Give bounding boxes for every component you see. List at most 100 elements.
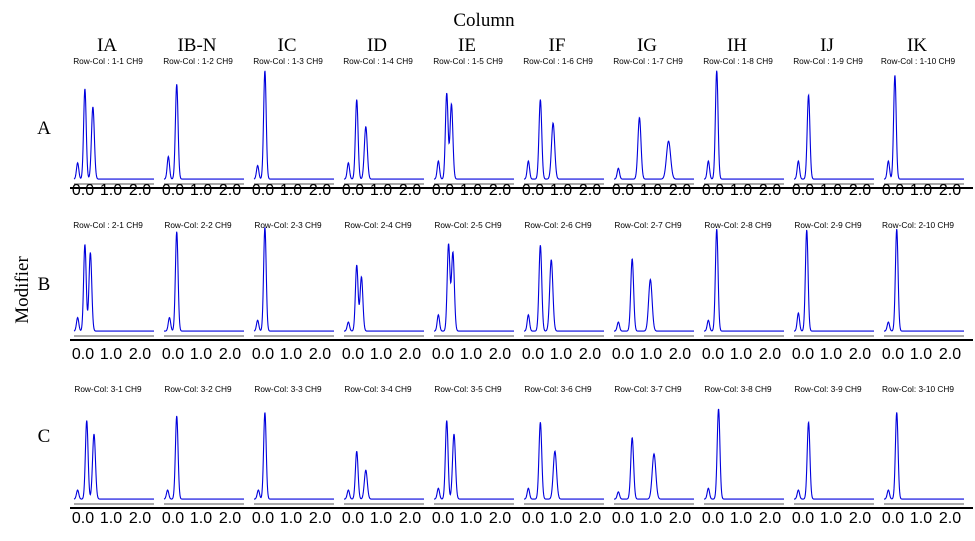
chromatogram-trace xyxy=(883,412,964,500)
column-header-id: ID xyxy=(367,35,387,56)
x-tick-label: 0.0 xyxy=(522,346,544,363)
x-tick-label: 2.0 xyxy=(309,510,331,527)
chromatogram-trace xyxy=(703,408,784,500)
chromatogram-trace xyxy=(883,228,964,332)
x-tick-label: 2.0 xyxy=(669,510,691,527)
chromatogram-panel: Row-Col: 3-7 CH9 0.0 1.0 2.0 xyxy=(610,384,703,527)
panel-label: Row-Col: 3-5 CH9 xyxy=(434,384,502,394)
x-tick-label: 2.0 xyxy=(669,346,691,363)
panel-label: Row-Col : 1-4 CH9 xyxy=(343,56,413,66)
chromatogram-panel: Row-Col: 2-10 CH9 0.0 1.0 2.0 xyxy=(880,220,973,363)
x-tick-label: 2.0 xyxy=(579,182,601,199)
column-header-ib-n: IB-N xyxy=(177,35,216,56)
column-headers: IA IB-N IC ID IE IF IG IH IJ IK xyxy=(97,35,927,56)
chromatogram-trace xyxy=(253,412,334,500)
x-tick-label: 2.0 xyxy=(219,346,241,363)
x-tick-label: 1.0 xyxy=(910,182,932,199)
chromatogram-panel: Row-Col : 1-3 CH9 0.0 1.0 2.0 xyxy=(250,56,343,199)
x-tick-label: 0.0 xyxy=(72,346,94,363)
x-tick-label: 1.0 xyxy=(460,510,482,527)
column-header-ij: IJ xyxy=(820,35,834,56)
x-tick-label: 2.0 xyxy=(309,182,331,199)
panel-label: Row-Col: 3-2 CH9 xyxy=(164,384,232,394)
panel-label: Row-Col: 2-10 CH9 xyxy=(882,220,954,230)
x-tick-label: 1.0 xyxy=(910,510,932,527)
chromatogram-trace xyxy=(343,99,424,180)
chromatogram-panel: Row-Col : 1-9 CH9 0.0 1.0 2.0 xyxy=(790,56,883,199)
x-tick-label: 0.0 xyxy=(792,346,814,363)
panel-label: Row-Col: 3-8 CH9 xyxy=(704,384,772,394)
chart-title: Column xyxy=(453,10,515,31)
panel-label: Row-Col : 1-5 CH9 xyxy=(433,56,503,66)
panel-label: Row-Col: 2-2 CH9 xyxy=(164,220,232,230)
row-header-c: C xyxy=(38,426,51,447)
chromatogram-trace xyxy=(433,420,514,500)
chromatogram-panel: Row-Col : 1-8 CH9 0.0 1.0 2.0 xyxy=(700,56,793,199)
x-tick-label: 1.0 xyxy=(640,510,662,527)
panel-label: Row-Col : 1-1 CH9 xyxy=(73,56,143,66)
x-tick-label: 0.0 xyxy=(72,182,94,199)
x-tick-label: 0.0 xyxy=(882,182,904,199)
chromatogram-trace xyxy=(163,84,244,180)
chromatogram-trace xyxy=(73,244,154,332)
x-tick-label: 2.0 xyxy=(939,346,961,363)
x-tick-label: 1.0 xyxy=(640,346,662,363)
chromatogram-trace xyxy=(613,258,694,332)
chromatogram-trace xyxy=(793,420,874,500)
panel-label: Row-Col : 2-1 CH9 xyxy=(73,220,143,230)
x-tick-label: 2.0 xyxy=(939,510,961,527)
x-tick-label: 2.0 xyxy=(489,510,511,527)
panel-label: Row-Col : 1-7 CH9 xyxy=(613,56,683,66)
chromatogram-panel: Row-Col : 1-2 CH9 0.0 1.0 2.0 xyxy=(160,56,253,199)
x-tick-label: 2.0 xyxy=(849,182,871,199)
x-tick-label: 0.0 xyxy=(342,182,364,199)
chromatogram-trace xyxy=(73,88,154,180)
chromatogram-trace xyxy=(343,264,424,332)
x-tick-label: 1.0 xyxy=(100,510,122,527)
x-tick-label: 0.0 xyxy=(432,510,454,527)
x-tick-label: 0.0 xyxy=(252,346,274,363)
x-tick-label: 2.0 xyxy=(759,510,781,527)
x-tick-label: 0.0 xyxy=(252,182,274,199)
chromatogram-trace xyxy=(523,245,604,332)
chromatogram-panel: Row-Col: 3-6 CH9 0.0 1.0 2.0 xyxy=(520,384,613,527)
panel-label: Row-Col: 3-6 CH9 xyxy=(524,384,592,394)
x-tick-label: 0.0 xyxy=(612,346,634,363)
chromatogram-panel: Row-Col: 2-9 CH9 0.0 1.0 2.0 xyxy=(790,220,883,363)
x-tick-label: 0.0 xyxy=(252,510,274,527)
chromatogram-panel: Row-Col : 1-5 CH9 0.0 1.0 2.0 xyxy=(430,56,523,199)
chromatogram-panel: Row-Col: 3-3 CH9 0.0 1.0 2.0 xyxy=(250,384,343,527)
x-tick-label: 0.0 xyxy=(792,510,814,527)
chromatogram-panel: Row-Col : 1-7 CH9 0.0 1.0 2.0 xyxy=(610,56,703,199)
x-tick-label: 0.0 xyxy=(162,510,184,527)
panel-label: Row-Col: 2-8 CH9 xyxy=(704,220,772,230)
chromatogram-trace xyxy=(163,415,244,500)
chromatogram-trace xyxy=(73,420,154,500)
chromatogram-trace xyxy=(613,116,694,180)
x-tick-label: 1.0 xyxy=(910,346,932,363)
chromatogram-trace xyxy=(253,70,334,180)
x-tick-label: 2.0 xyxy=(399,182,421,199)
x-tick-label: 2.0 xyxy=(219,182,241,199)
x-tick-label: 1.0 xyxy=(280,182,302,199)
x-tick-label: 2.0 xyxy=(489,346,511,363)
panel-label: Row-Col : 1-2 CH9 xyxy=(163,56,233,66)
x-tick-label: 1.0 xyxy=(280,510,302,527)
x-tick-label: 0.0 xyxy=(162,346,184,363)
x-tick-label: 2.0 xyxy=(219,510,241,527)
chromatogram-panel: Row-Col: 2-3 CH9 0.0 1.0 2.0 xyxy=(250,220,343,363)
panel-label: Row-Col: 3-4 CH9 xyxy=(344,384,412,394)
panel-label: Row-Col: 2-9 CH9 xyxy=(794,220,862,230)
panel-label: Row-Col : 1-6 CH9 xyxy=(523,56,593,66)
chromatogram-trace xyxy=(613,437,694,500)
x-tick-label: 0.0 xyxy=(432,346,454,363)
chromatogram-trace xyxy=(703,228,784,332)
x-tick-label: 0.0 xyxy=(702,510,724,527)
chromatogram-trace xyxy=(523,422,604,500)
x-tick-label: 0.0 xyxy=(522,182,544,199)
x-tick-label: 0.0 xyxy=(522,510,544,527)
chromatogram-trace xyxy=(793,229,874,332)
chromatogram-panel: Row-Col : 1-10 CH9 0.0 1.0 2.0 xyxy=(880,56,973,199)
